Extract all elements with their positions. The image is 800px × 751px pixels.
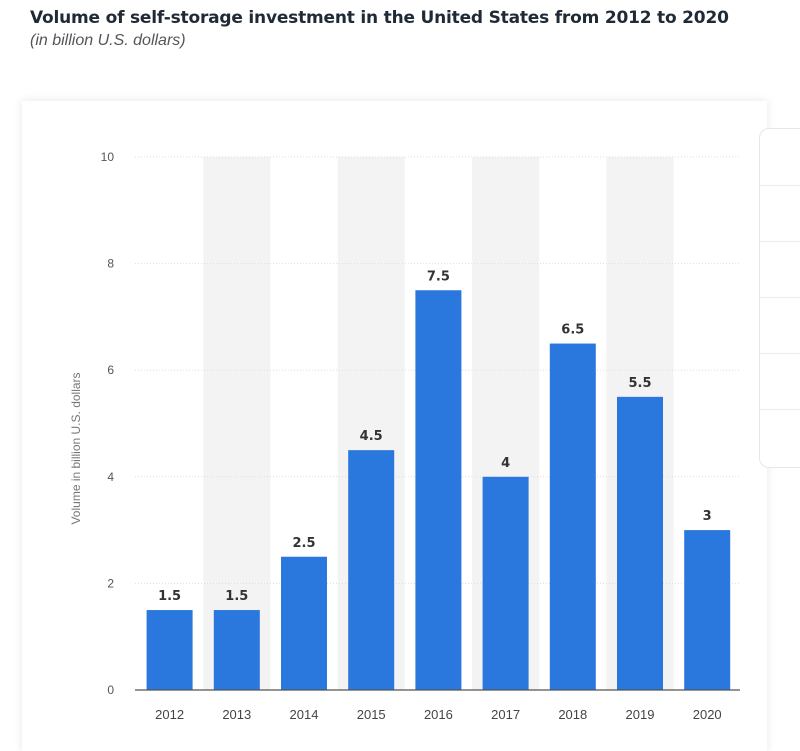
bar-2018 xyxy=(549,343,596,690)
x-tick-label: 2019 xyxy=(626,707,655,722)
y-tick-label: 2 xyxy=(107,576,114,590)
x-tick-label: 2016 xyxy=(424,707,453,722)
y-tick-label: 8 xyxy=(107,257,114,271)
x-tick-label: 2018 xyxy=(558,707,587,722)
column-stripe xyxy=(203,157,271,690)
data-label-2019: 5.5 xyxy=(628,376,651,391)
data-label-2013: 1.5 xyxy=(225,589,248,604)
bar-2015 xyxy=(348,450,395,690)
chart-title: Volume of self-storage investment in the… xyxy=(30,8,729,28)
y-tick-label: 6 xyxy=(107,363,114,377)
x-tick-label: 2017 xyxy=(491,707,520,722)
x-tick-label: 2013 xyxy=(222,707,251,722)
data-label-2012: 1.5 xyxy=(158,589,181,604)
side-toolbar xyxy=(759,128,800,468)
data-label-2015: 4.5 xyxy=(360,429,383,444)
data-label-2018: 6.5 xyxy=(561,323,584,338)
chart-subtitle: (in billion U.S. dollars) xyxy=(30,32,186,49)
data-label-2020: 3 xyxy=(703,509,712,524)
x-tick-label: 2012 xyxy=(155,707,184,722)
bar-2019 xyxy=(617,396,663,690)
bar-2012 xyxy=(146,610,193,690)
x-tick-label: 2015 xyxy=(357,707,386,722)
data-label-2016: 7.5 xyxy=(427,269,450,284)
bar-2014 xyxy=(281,556,327,690)
y-tick-label: 4 xyxy=(107,470,114,484)
y-tick-label: 10 xyxy=(101,150,115,164)
bar-2020 xyxy=(684,530,731,690)
bar-2017 xyxy=(482,476,529,690)
data-label-2014: 2.5 xyxy=(292,536,315,551)
bar-2016 xyxy=(415,290,462,690)
data-label-2017: 4 xyxy=(501,456,510,471)
y-axis-title: Volume in billion U.S. dollars xyxy=(69,372,83,524)
x-tick-label: 2014 xyxy=(290,707,319,722)
y-tick-label: 0 xyxy=(107,683,114,697)
x-tick-label: 2020 xyxy=(693,707,722,722)
bar-2013 xyxy=(213,610,260,690)
